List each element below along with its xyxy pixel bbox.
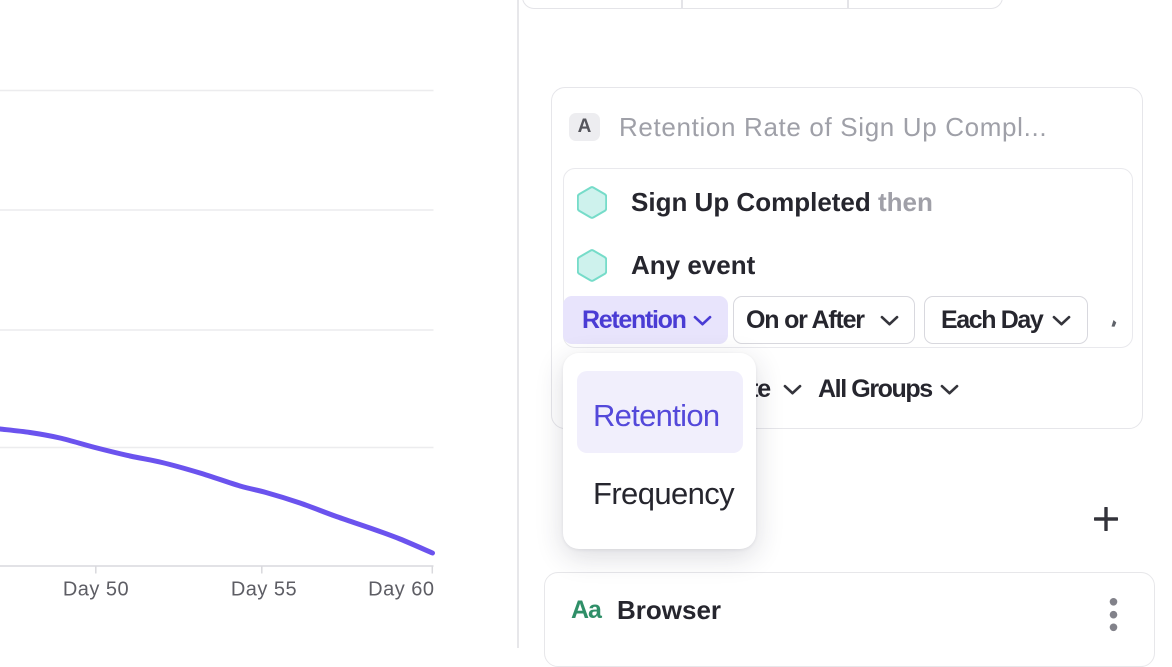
svg-text:Day 60: Day 60 [368, 579, 434, 601]
svg-text:Day 55: Day 55 [231, 579, 297, 601]
svg-text:Day 50: Day 50 [63, 579, 129, 601]
